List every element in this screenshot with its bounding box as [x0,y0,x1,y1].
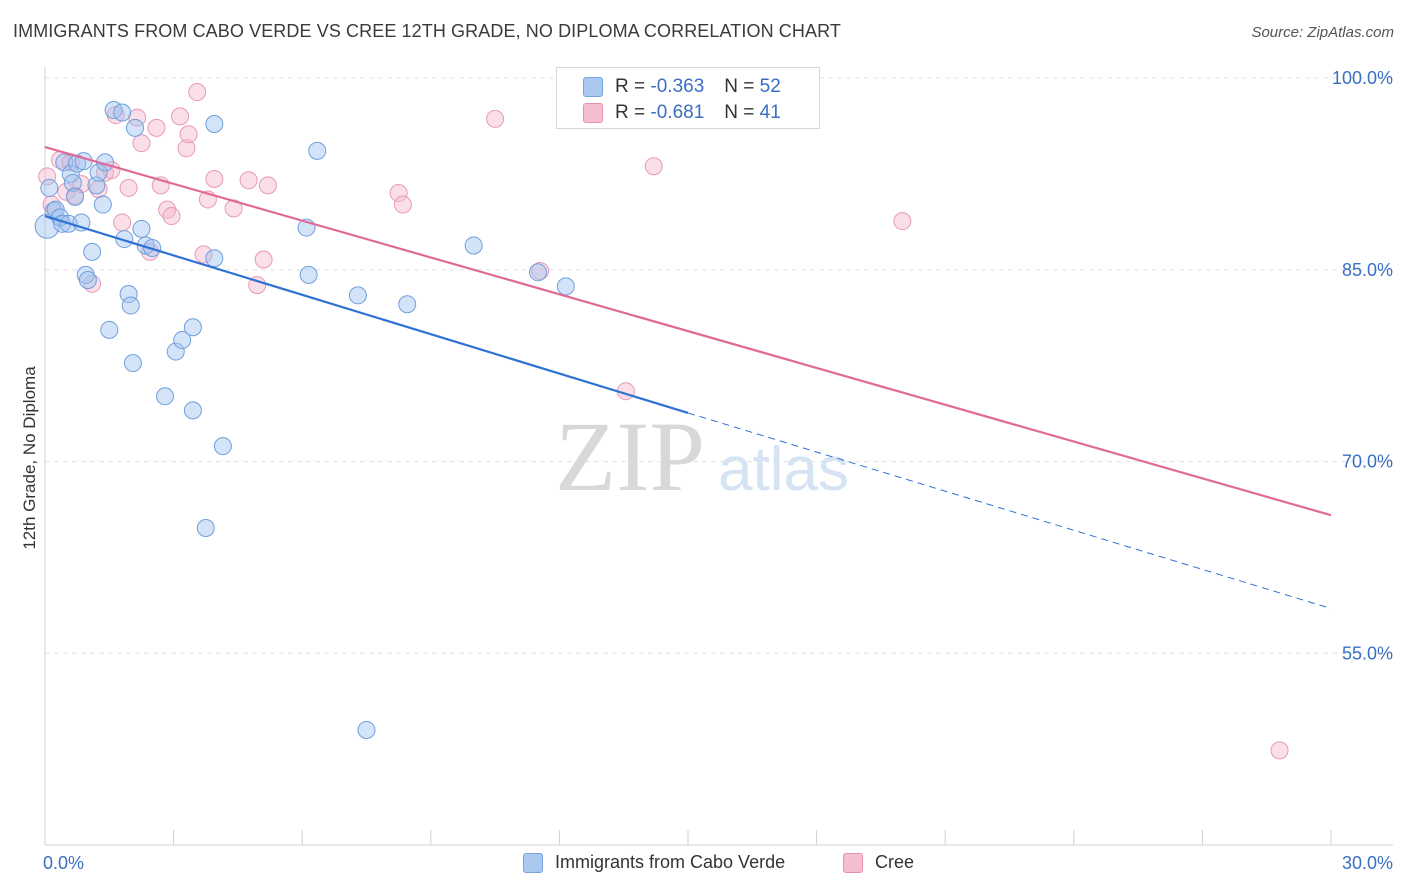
cabo-verde-point [93,195,112,214]
cabo-verde-point [61,164,80,183]
cree-trend-line [44,145,1332,517]
tick-labels: 55.0% 70.0% 85.0% 100.0% 0.0% 30.0% [43,68,1393,873]
bottom-legend: Immigrants from Cabo Verde Cree [0,852,1406,878]
cabo-verde-point [348,286,367,305]
cabo-verde-point [66,187,85,206]
stats-row-cabo-verde: R = -0.363 N = 52 [583,74,781,100]
cabo-verde-point [55,153,74,172]
cabo-verde-point [357,720,376,739]
stats-legend: R = -0.363 N = 52 R = -0.681 N = 41 [556,67,820,129]
legend-label-cree: Cree [875,852,915,872]
cabo-verde-point [173,331,192,350]
cabo-verde-point [126,118,145,137]
cabo-verde-point [83,242,102,261]
r-value: -0.681 [650,102,705,123]
cree-point [644,157,663,176]
cabo-verde-point [156,387,175,406]
r-label: R = [615,76,646,97]
cabo-verde-point [213,437,232,456]
cabo-verde-point [74,152,93,171]
legend-label-cabo-verde: Immigrants from Cabo Verde [555,852,786,872]
source-label: Source: ZipAtlas.com [1251,24,1394,41]
cree-point [177,139,196,158]
y-tick-label: 70.0% [1342,452,1393,472]
cabo-verde-point [166,342,185,361]
cree-point [162,207,181,226]
cabo-verde-point [196,518,215,537]
cabo-verde-point [78,270,97,289]
n-label: N = [724,102,755,123]
legend-item-cabo-verde[interactable]: Immigrants from Cabo Verde [523,852,785,873]
watermark-atlas: atlas [718,435,849,504]
r-label: R = [615,102,646,123]
cree-point [393,195,412,214]
cree-point [239,171,258,190]
n-value: 41 [759,102,781,123]
legend-swatch-blue [523,852,543,873]
cabo-verde-point [100,320,119,339]
legend-item-cree[interactable]: Cree [843,852,914,873]
cree-point [258,176,277,195]
cabo-verde-points [34,100,575,739]
cabo-verde-point [132,219,151,238]
cabo-verde-point [121,296,140,315]
cabo-verde-point [308,141,327,160]
cree-point [486,109,505,128]
cree-point [1270,741,1289,760]
cabo-verde-point [40,178,59,197]
cabo-verde-point [398,295,417,314]
blue-swatch [583,77,603,97]
n-value: 52 [759,76,781,97]
pink-swatch [583,103,603,123]
cree-point [893,212,912,231]
cabo-verde-trend-extension [687,412,1332,609]
n-label: N = [724,76,755,97]
cree-point [179,125,198,144]
cree-point [171,107,190,126]
cabo-verde-point [119,285,138,304]
cree-point [38,167,57,186]
cabo-verde-point [183,318,202,337]
cabo-verde-point [113,103,132,122]
cree-point [254,250,273,269]
cree-point [147,118,166,137]
y-tick-label: 55.0% [1342,643,1393,663]
watermark-zip: ZIP [555,401,705,512]
y-tick-label: 85.0% [1342,260,1393,280]
cabo-verde-trend-line [44,215,689,414]
cabo-verde-point [63,173,82,192]
cree-point [188,83,207,102]
cree-point [57,182,76,201]
cabo-verde-point [89,163,108,182]
y-tick-label: 100.0% [1332,68,1393,88]
cabo-verde-point [205,115,224,134]
cree-points [38,83,1289,760]
x-tick-label: 30.0% [1342,853,1393,873]
cree-point [113,213,132,232]
axes [44,67,1393,846]
cree-point [132,134,151,153]
cabo-verde-point [299,265,318,284]
cree-point [194,245,213,264]
cabo-verde-point [183,401,202,420]
x-tick-label: 0.0% [43,853,84,873]
cabo-verde-point [528,263,547,282]
cabo-verde-point [115,230,134,249]
cree-point [119,178,138,197]
cabo-verde-point [205,249,224,268]
cabo-verde-point [464,236,483,255]
cree-point [389,184,408,203]
trend-lines [44,145,1332,609]
cabo-verde-point [556,277,575,296]
chart-title: IMMIGRANTS FROM CABO VERDE VS CREE 12TH … [13,21,841,41]
legend-swatch-pink [843,852,863,873]
watermark: ZIP atlas [555,401,849,512]
r-value: -0.363 [650,76,705,97]
y-axis-title: 12th Grade, No Diploma [20,366,39,550]
cabo-verde-point [123,354,142,373]
grid [45,77,1393,654]
cree-point [205,169,224,188]
stats-row-cree: R = -0.681 N = 41 [583,100,781,126]
